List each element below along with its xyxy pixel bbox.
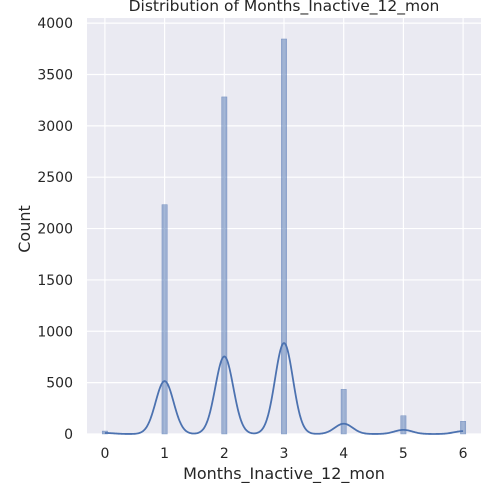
x-tick-label: 5 — [399, 446, 408, 462]
y-tick-label: 1000 — [37, 324, 73, 340]
y-axis-label: Count — [15, 205, 34, 253]
histogram-bar — [161, 204, 168, 435]
y-tick-label: 4000 — [37, 16, 73, 32]
x-axis-label: Months_Inactive_12_mon — [183, 464, 385, 484]
histogram-bar — [400, 415, 407, 435]
y-tick-label: 500 — [46, 376, 73, 392]
histogram-bar — [340, 389, 347, 435]
x-tick-label: 3 — [280, 446, 289, 462]
x-tick-label: 0 — [100, 446, 109, 462]
histogram-bar — [281, 38, 287, 435]
y-tick-label: 3500 — [37, 67, 73, 83]
y-tick-label: 0 — [64, 427, 73, 443]
y-tick-labels: 0 500 1000 1500 2000 2500 3000 3500 4000 — [37, 16, 73, 443]
x-tick-label: 2 — [220, 446, 229, 462]
y-tick-label: 3000 — [37, 119, 73, 135]
histogram-bar — [221, 96, 228, 435]
bars — [101, 38, 467, 435]
y-tick-label: 1500 — [37, 273, 73, 289]
y-tick-label: 2000 — [37, 222, 73, 238]
kde-curve — [104, 342, 464, 435]
histogram-bar — [460, 421, 467, 435]
y-tick-label: 2500 — [37, 170, 73, 186]
x-tick-label: 6 — [459, 446, 468, 462]
x-tick-label: 4 — [339, 446, 348, 462]
x-tick-labels: 0 1 2 3 4 5 6 — [100, 446, 467, 462]
chart-title: Distribution of Months_Inactive_12_mon — [129, 0, 440, 16]
x-tick-label: 1 — [160, 446, 169, 462]
